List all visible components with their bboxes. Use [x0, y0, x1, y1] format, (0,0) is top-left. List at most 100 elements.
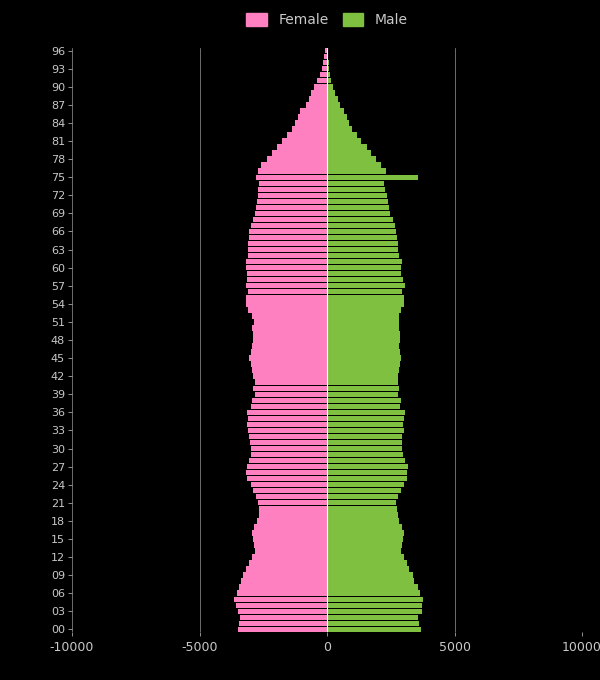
Bar [327, 186, 385, 192]
Bar [251, 446, 327, 452]
Bar [327, 319, 398, 324]
Bar [277, 144, 327, 150]
Bar [254, 379, 327, 385]
Bar [327, 537, 403, 542]
Bar [327, 482, 404, 488]
Bar [327, 367, 399, 373]
Bar [314, 84, 327, 90]
Bar [327, 615, 418, 620]
Bar [236, 602, 327, 608]
Bar [248, 241, 327, 246]
Bar [327, 609, 422, 614]
Bar [327, 169, 386, 174]
Bar [327, 228, 397, 234]
Bar [327, 301, 404, 307]
Bar [327, 295, 404, 301]
Bar [248, 415, 327, 421]
Bar [327, 265, 401, 271]
Bar [238, 609, 327, 614]
Bar [327, 392, 398, 397]
Bar [327, 343, 399, 349]
Bar [327, 192, 387, 198]
Bar [259, 506, 327, 511]
Bar [327, 560, 407, 566]
Bar [252, 554, 327, 560]
Bar [327, 199, 388, 204]
Bar [327, 253, 400, 258]
Bar [250, 356, 327, 361]
Bar [246, 283, 327, 288]
Bar [248, 247, 327, 252]
Bar [237, 590, 327, 596]
Legend: Female, Male: Female, Male [241, 7, 413, 33]
Bar [282, 138, 327, 143]
Bar [258, 186, 327, 192]
Bar [253, 337, 327, 343]
Bar [327, 398, 401, 403]
Bar [292, 126, 327, 132]
Bar [327, 247, 398, 252]
Bar [240, 615, 327, 620]
Bar [327, 506, 397, 511]
Bar [248, 428, 327, 433]
Bar [327, 60, 329, 65]
Bar [327, 621, 419, 626]
Bar [327, 259, 402, 265]
Bar [256, 494, 327, 500]
Bar [234, 596, 327, 602]
Bar [327, 590, 420, 596]
Bar [247, 409, 327, 415]
Bar [257, 192, 327, 198]
Bar [258, 169, 327, 174]
Bar [250, 560, 327, 566]
Bar [238, 627, 327, 632]
Bar [327, 108, 344, 114]
Bar [246, 265, 327, 271]
Bar [248, 289, 327, 294]
Bar [327, 579, 415, 584]
Bar [327, 512, 398, 517]
Bar [327, 373, 398, 379]
Bar [253, 537, 327, 542]
Bar [295, 120, 327, 126]
Bar [327, 361, 400, 367]
Bar [327, 379, 398, 385]
Bar [327, 66, 329, 71]
Bar [239, 585, 327, 590]
Bar [287, 133, 327, 138]
Bar [301, 108, 327, 114]
Bar [327, 404, 400, 409]
Bar [256, 205, 327, 210]
Bar [327, 494, 398, 500]
Bar [247, 271, 327, 276]
Bar [272, 150, 327, 156]
Bar [327, 331, 400, 337]
Bar [247, 277, 327, 282]
Bar [327, 120, 349, 126]
Bar [255, 211, 327, 216]
Bar [246, 295, 327, 301]
Bar [327, 102, 340, 107]
Bar [327, 524, 402, 530]
Bar [327, 217, 393, 222]
Bar [327, 72, 330, 78]
Bar [267, 156, 327, 162]
Bar [308, 96, 327, 101]
Bar [327, 627, 421, 632]
Bar [327, 133, 357, 138]
Bar [251, 361, 327, 367]
Bar [246, 566, 327, 572]
Bar [253, 217, 327, 222]
Bar [327, 518, 399, 524]
Bar [327, 350, 400, 355]
Bar [327, 554, 404, 560]
Bar [305, 102, 327, 107]
Bar [327, 452, 403, 457]
Bar [322, 66, 327, 71]
Bar [250, 458, 327, 463]
Bar [259, 180, 327, 186]
Bar [323, 60, 327, 65]
Bar [250, 228, 327, 234]
Bar [327, 542, 402, 547]
Bar [327, 241, 398, 246]
